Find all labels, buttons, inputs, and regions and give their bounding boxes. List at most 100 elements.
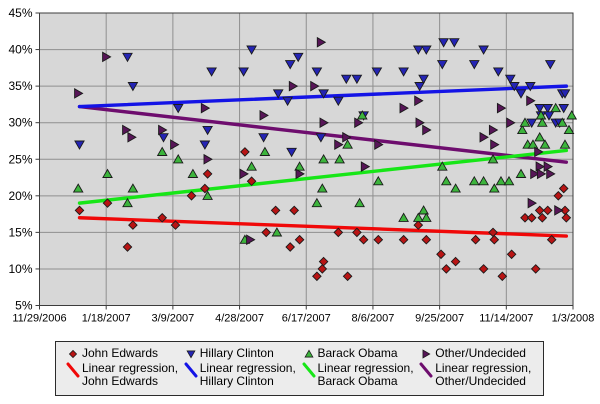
barack-obama-data-point: [503, 175, 515, 186]
other-undecided-data-point: [127, 131, 137, 143]
john-edwards-data-point: [413, 220, 424, 230]
barack-obama-data-point: [72, 183, 84, 193]
john-edwards-data-point: [186, 190, 197, 201]
legend-item-hillary-clinton: Hillary Clinton: [184, 347, 302, 360]
barack-obama-data-point: [527, 139, 539, 149]
barack-obama-data-point: [372, 175, 384, 186]
other-undecided-data-point: [496, 102, 507, 114]
hillary-clinton-data-point: [272, 89, 284, 99]
hillary-clinton-data-point: [418, 74, 429, 85]
poll-scatter-chart: 11/29/2006 1/18/2007 3/9/2007 4/28/2007 6/17…: [8, 6, 594, 325]
barack-obama-data-point: [294, 161, 305, 171]
barack-obama-data-point: [556, 117, 568, 127]
other-undecided-data-point: [490, 139, 500, 150]
obama-triangle-icon: [302, 348, 318, 360]
hillary-clinton-data-point: [282, 96, 293, 107]
y-axis-label: 30%: [8, 116, 32, 130]
other-triangle-icon: [419, 348, 435, 360]
hillary-clinton-data-point: [448, 38, 460, 48]
y-axis-label: 25%: [8, 152, 32, 166]
barack-obama-data-point: [436, 161, 448, 171]
john-edwards-data-point: [441, 264, 452, 274]
other-undecided-data-point: [479, 131, 489, 143]
john-edwards-data-point: [342, 271, 353, 282]
other-undecided-data-point: [415, 117, 425, 129]
x-axis-label: 4/28/2007: [215, 313, 264, 325]
barack-obama-data-point: [539, 139, 551, 149]
other-regression-line-icon: [419, 362, 435, 378]
other-undecided-data-point: [203, 153, 213, 165]
legend-regression-prefix: Linear regression,: [82, 361, 179, 375]
barack-obama-data-point: [563, 124, 575, 135]
y-axis-label: 10%: [8, 262, 32, 276]
legend-other-undecided-marker: [422, 348, 431, 359]
john-edwards-data-point: [489, 234, 500, 245]
legend-col-other-undecided: Other/Undecided Linear regression, Other…: [419, 345, 537, 393]
legend-col-john-edwards: John Edwards Linear regression, John Edw…: [66, 345, 184, 393]
hillary-clinton-data-point: [414, 82, 425, 92]
john-edwards-data-point: [289, 205, 300, 216]
hillary-clinton-data-point: [544, 60, 556, 70]
barack-obama-data-point: [156, 146, 168, 156]
legend-item-regression-other-undecided: Linear regression, Other/Undecided: [419, 362, 537, 388]
barack-obama-data-point: [536, 117, 548, 127]
john-edwards-data-point: [170, 220, 181, 230]
barack-obama-data-point: [259, 146, 271, 156]
x-axis-label: 8/6/2007: [352, 313, 395, 325]
barack-obama-data-point: [187, 168, 199, 178]
john-edwards-data-point: [202, 169, 213, 179]
hillary-clinton-data-point: [492, 67, 504, 77]
legend-other-undecided-line-sample: [419, 362, 433, 378]
hillary-clinton-data-point: [436, 60, 448, 70]
legend-john-edwards-line-sample: [66, 362, 80, 378]
other-undecided-data-point: [526, 95, 536, 107]
hillary-clinton-data-point: [286, 147, 297, 158]
hillary-clinton-data-point: [468, 60, 480, 70]
other-undecided-data-point: [102, 51, 112, 63]
other-undecided-data-point: [239, 168, 249, 180]
hillary-clinton-data-point: [122, 52, 133, 63]
john-edwards-data-point: [546, 234, 557, 245]
hillary-clinton-data-point: [258, 133, 269, 143]
x-axis-label: 11/14/2007: [479, 313, 533, 325]
john-edwards-data-point: [246, 176, 257, 187]
other-undecided-data-point: [546, 168, 556, 180]
hillary-clinton-data-point: [351, 74, 363, 85]
plot-border: [39, 12, 574, 306]
john-edwards-data-point: [312, 271, 322, 282]
other-undecided-data-point: [422, 124, 432, 136]
legend-regression-name: Other/Undecided: [435, 374, 526, 388]
hillary-clinton-data-point: [558, 104, 570, 114]
other-undecided-data-point: [506, 117, 516, 129]
hillary-clinton-data-point: [543, 111, 555, 121]
y-axis-label: 20%: [8, 189, 32, 203]
john-edwards-data-point: [421, 234, 432, 245]
other-undecided-data-point: [246, 234, 256, 246]
john-edwards-data-point: [450, 256, 461, 267]
legend-col-hillary-clinton: Hillary Clinton Linear regression, Hilla…: [184, 345, 302, 393]
john-edwards-data-point: [317, 264, 328, 274]
obama-regression-line-icon: [302, 362, 318, 378]
other-undecided-data-point: [310, 80, 320, 92]
barack-obama-data-point: [342, 139, 353, 149]
john-edwards-data-point: [398, 234, 409, 245]
barack-obama-data-point: [440, 175, 452, 186]
x-axis-label: 3/9/2007: [151, 313, 194, 325]
edwards-diamond-icon: [66, 348, 82, 360]
other-undecided-data-point: [319, 117, 329, 129]
barack-obama-data-point: [172, 153, 184, 164]
other-undecided-data-point: [200, 102, 211, 114]
hillary-clinton-data-point: [315, 133, 327, 143]
hillary-clinton-data-point: [534, 104, 546, 114]
hillary-clinton-data-point: [202, 125, 213, 136]
hillary-clinton-data-point: [172, 104, 184, 114]
x-axis-label: 1/18/2007: [82, 313, 131, 325]
john-edwards-data-point: [128, 220, 138, 230]
barack-obama-data-point: [246, 161, 257, 171]
other-undecided-data-point: [488, 124, 499, 136]
other-undecided-data-point: [316, 36, 327, 48]
chart-svg: 11/29/2006 1/18/2007 3/9/2007 4/28/2007 6/17…: [8, 6, 594, 325]
hillary-clinton-data-point: [292, 52, 304, 63]
legend-regression-prefix: Linear regression,: [199, 361, 296, 375]
